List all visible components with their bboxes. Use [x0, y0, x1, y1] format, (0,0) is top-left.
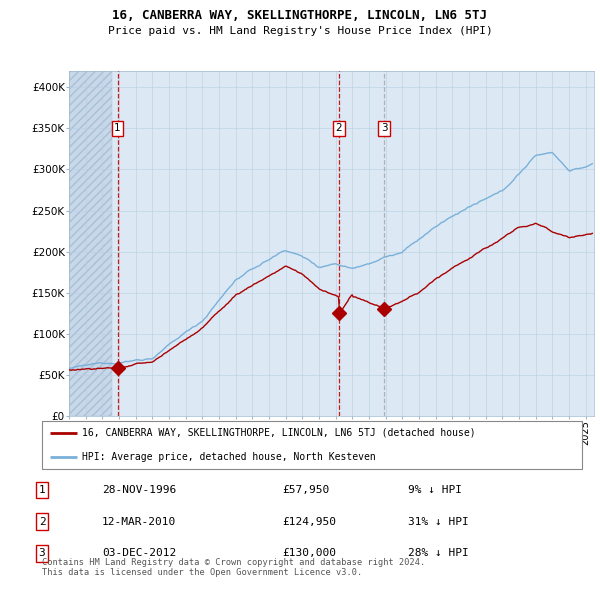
Text: 12-MAR-2010: 12-MAR-2010: [102, 517, 176, 526]
Text: 28% ↓ HPI: 28% ↓ HPI: [408, 549, 469, 558]
Text: 3: 3: [381, 123, 388, 133]
Text: HPI: Average price, detached house, North Kesteven: HPI: Average price, detached house, Nort…: [83, 452, 376, 462]
Text: 1: 1: [38, 485, 46, 494]
Bar: [69, 71, 112, 416]
Text: £57,950: £57,950: [282, 485, 329, 494]
Text: Price paid vs. HM Land Registry's House Price Index (HPI): Price paid vs. HM Land Registry's House …: [107, 26, 493, 36]
Text: 03-DEC-2012: 03-DEC-2012: [102, 549, 176, 558]
Text: Contains HM Land Registry data © Crown copyright and database right 2024.
This d: Contains HM Land Registry data © Crown c…: [42, 558, 425, 577]
Text: 16, CANBERRA WAY, SKELLINGTHORPE, LINCOLN, LN6 5TJ: 16, CANBERRA WAY, SKELLINGTHORPE, LINCOL…: [113, 9, 487, 22]
FancyBboxPatch shape: [42, 421, 582, 469]
Text: 9% ↓ HPI: 9% ↓ HPI: [408, 485, 462, 494]
Text: 2: 2: [38, 517, 46, 526]
Text: 28-NOV-1996: 28-NOV-1996: [102, 485, 176, 494]
Text: 3: 3: [38, 549, 46, 558]
Text: 2: 2: [335, 123, 342, 133]
Text: £130,000: £130,000: [282, 549, 336, 558]
Text: 1: 1: [114, 123, 121, 133]
Text: £124,950: £124,950: [282, 517, 336, 526]
Text: 31% ↓ HPI: 31% ↓ HPI: [408, 517, 469, 526]
Text: 16, CANBERRA WAY, SKELLINGTHORPE, LINCOLN, LN6 5TJ (detached house): 16, CANBERRA WAY, SKELLINGTHORPE, LINCOL…: [83, 428, 476, 438]
